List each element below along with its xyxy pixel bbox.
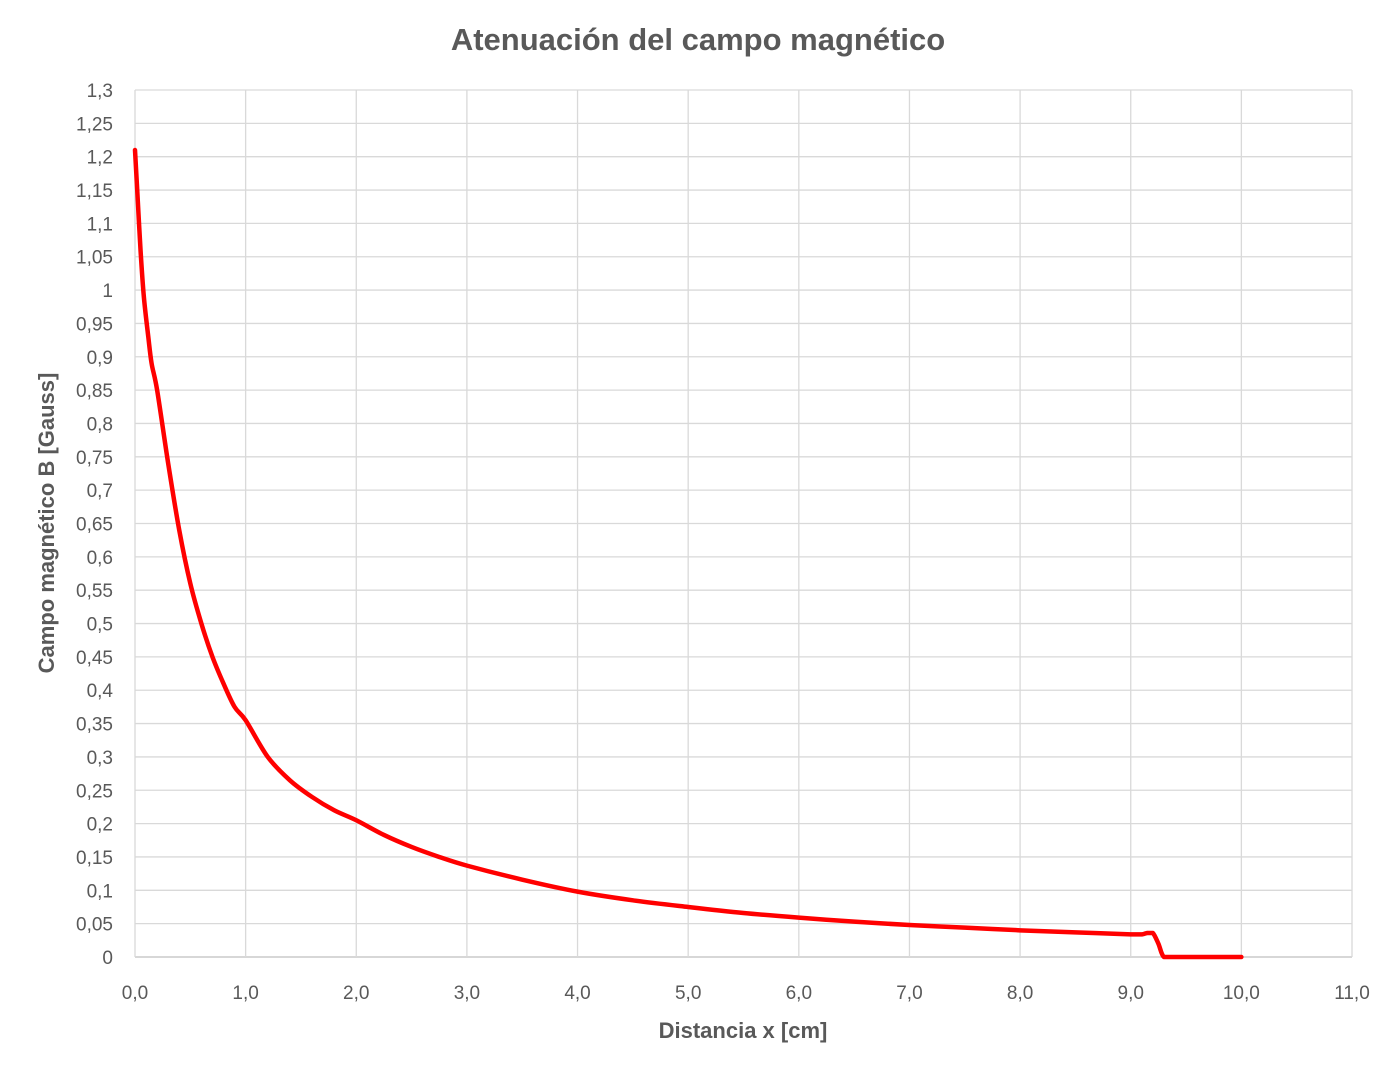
grid-layer xyxy=(134,89,1353,958)
y-tick-label: 1,05 xyxy=(76,248,113,269)
y-tick-label: 1,25 xyxy=(76,114,113,135)
y-tick-label: 0,2 xyxy=(87,815,113,836)
x-tick-label: 0,0 xyxy=(122,983,148,1004)
y-tick-label: 0,05 xyxy=(76,915,113,936)
y-tick-label: 0,9 xyxy=(87,348,113,369)
x-tick-label: 5,0 xyxy=(675,983,701,1004)
x-tick-label: 8,0 xyxy=(1007,983,1033,1004)
chart-title: Atenuación del campo magnético xyxy=(451,22,945,57)
x-tick-label: 10,0 xyxy=(1223,983,1260,1004)
x-tick-label: 3,0 xyxy=(454,983,480,1004)
y-tick-label: 0,75 xyxy=(76,448,113,469)
x-axis-label: Distancia x [cm] xyxy=(659,1018,828,1043)
series-line-B xyxy=(132,147,1244,960)
x-tick-label: 9,0 xyxy=(1118,983,1144,1004)
y-tick-label: 0,3 xyxy=(87,748,113,769)
y-tick-label: 0,85 xyxy=(76,381,113,402)
y-tick-label: 1,2 xyxy=(87,148,113,169)
y-tick-label: 0 xyxy=(102,948,113,969)
y-tick-label: 1,15 xyxy=(76,181,113,202)
y-tick-label: 0,55 xyxy=(76,581,113,602)
y-tick-label: 1 xyxy=(102,281,113,302)
x-tick-label: 1,0 xyxy=(232,983,258,1004)
y-tick-label: 0,45 xyxy=(76,648,113,669)
y-tick-label: 0,6 xyxy=(87,548,113,569)
x-tick-label: 7,0 xyxy=(896,983,922,1004)
x-tick-label: 6,0 xyxy=(786,983,812,1004)
y-tick-label: 0,7 xyxy=(87,481,113,502)
y-tick-label: 0,1 xyxy=(87,881,113,902)
y-tick-label: 0,8 xyxy=(87,414,113,435)
y-tick-label: 0,95 xyxy=(76,314,113,335)
y-tick-label: 0,35 xyxy=(76,715,113,736)
y-tick-label: 0,5 xyxy=(87,615,113,636)
y-tick-label: 0,4 xyxy=(87,681,114,702)
series-layer xyxy=(132,147,1244,960)
y-tick-label: 0,65 xyxy=(76,515,113,536)
y-tick-label: 0,15 xyxy=(76,848,113,869)
tick-layer: 0 0,05 0,1 0,15 0,2 0,25 0,3 0,35 0,4 0,45 0,5 0,55… xyxy=(76,81,1370,1004)
y-tick-label: 1,1 xyxy=(87,214,113,235)
x-tick-label: 4,0 xyxy=(564,983,590,1004)
y-axis-label: Campo magnético B [Gauss] xyxy=(34,373,59,674)
y-tick-label: 0,25 xyxy=(76,781,113,802)
y-tick-label: 1,3 xyxy=(87,81,113,102)
x-tick-label: 11,0 xyxy=(1334,983,1370,1004)
x-tick-label: 2,0 xyxy=(343,983,369,1004)
